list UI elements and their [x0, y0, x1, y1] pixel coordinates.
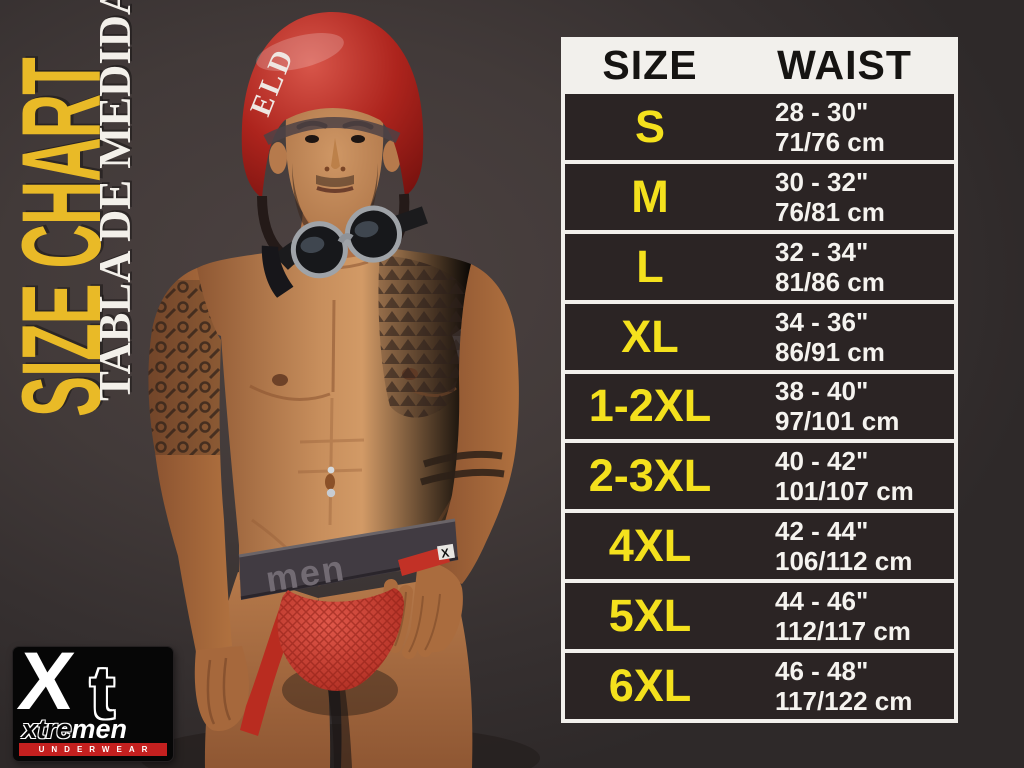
- size-cell: 1-2XL: [588, 380, 712, 432]
- size-cell: XL: [621, 310, 679, 362]
- waist-inches: 32 - 34": [775, 236, 869, 267]
- goggles: [261, 205, 428, 298]
- waist-cm: 81/86 cm: [775, 266, 885, 297]
- size-cell: 5XL: [608, 590, 692, 642]
- table-row: 6XL 46 - 48" 117/122 cm: [565, 653, 954, 719]
- waist-cell: 42 - 44" 106/112 cm: [735, 516, 954, 576]
- brand-logo-t: t: [90, 651, 115, 734]
- size-cell: 4XL: [608, 520, 692, 572]
- waist-inches: 44 - 46": [775, 586, 869, 617]
- waist-cm: 76/81 cm: [775, 196, 885, 227]
- model-figure: ELD men: [148, 12, 519, 768]
- waist-cell: 46 - 48" 117/122 cm: [735, 656, 954, 716]
- waist-cell: 28 - 30" 71/76 cm: [735, 97, 954, 157]
- brand-logo-name-outline: xtre: [22, 714, 72, 744]
- waist-cm: 101/107 cm: [775, 476, 914, 507]
- size-cell: S: [634, 100, 665, 152]
- waist-inches: 28 - 30": [775, 96, 869, 127]
- table-row: 4XL 42 - 44" 106/112 cm: [565, 513, 954, 580]
- column-header-waist: WAIST: [777, 42, 912, 88]
- brand-logo-tagline: UNDERWEAR: [19, 743, 167, 756]
- brand-logo-name-solid: men: [71, 714, 128, 744]
- waist-inches: 38 - 40": [775, 376, 869, 407]
- waist-cell: 40 - 42" 101/107 cm: [735, 446, 954, 506]
- table-row: 5XL 44 - 46" 112/117 cm: [565, 583, 954, 650]
- size-cell: M: [631, 170, 669, 222]
- table-row: M 30 - 32" 76/81 cm: [565, 163, 954, 230]
- waist-cm: 106/112 cm: [775, 546, 913, 577]
- waist-cell: 32 - 34" 81/86 cm: [735, 237, 954, 297]
- size-cell: 6XL: [608, 660, 692, 712]
- waist-cell: 30 - 32" 76/81 cm: [735, 167, 954, 227]
- waist-cm: 97/101 cm: [775, 406, 900, 437]
- waist-cell: 44 - 46" 112/117 cm: [735, 586, 954, 646]
- brand-logo: X t xtremen UNDERWEAR: [13, 636, 173, 761]
- waist-cm: 86/91 cm: [775, 336, 885, 367]
- brand-logo-x: X: [14, 636, 79, 727]
- table-row: XL 34 - 36" 86/91 cm: [565, 303, 954, 370]
- table-row: 2-3XL 40 - 42" 101/107 cm: [565, 443, 954, 510]
- table-row: S 28 - 30" 71/76 cm: [565, 94, 954, 160]
- waist-inches: 40 - 42": [775, 446, 869, 477]
- brand-logo-name: xtremen: [22, 716, 127, 743]
- waist-cm: 117/122 cm: [775, 686, 913, 717]
- table-row: 1-2XL 38 - 40" 97/101 cm: [565, 373, 954, 440]
- waist-inches: 46 - 48": [775, 656, 869, 687]
- size-cell: 2-3XL: [588, 450, 712, 502]
- table-row: L 32 - 34" 81/86 cm: [565, 233, 954, 300]
- page-subtitle: TABLA DE MEDIDAS: [89, 0, 140, 401]
- size-table: SIZE WAIST S 28 - 30" 71/76 cm M 30 - 32…: [561, 37, 958, 723]
- column-header-size: SIZE: [602, 42, 698, 88]
- waist-cell: 38 - 40" 97/101 cm: [735, 376, 954, 436]
- model-photo-illustration: ELD men: [148, 12, 519, 768]
- size-cell: L: [636, 240, 664, 292]
- waist-inches: 30 - 32": [775, 166, 869, 197]
- waistband-logo-mark: X: [440, 546, 450, 561]
- table-header-row: SIZE WAIST: [565, 41, 954, 90]
- waist-cm: 112/117 cm: [775, 616, 911, 647]
- waist-cm: 71/76 cm: [775, 126, 885, 157]
- waist-inches: 42 - 44": [775, 516, 869, 547]
- jockstrap: men X: [238, 518, 459, 736]
- waist-cell: 34 - 36" 86/91 cm: [735, 307, 954, 367]
- waist-inches: 34 - 36": [775, 306, 869, 337]
